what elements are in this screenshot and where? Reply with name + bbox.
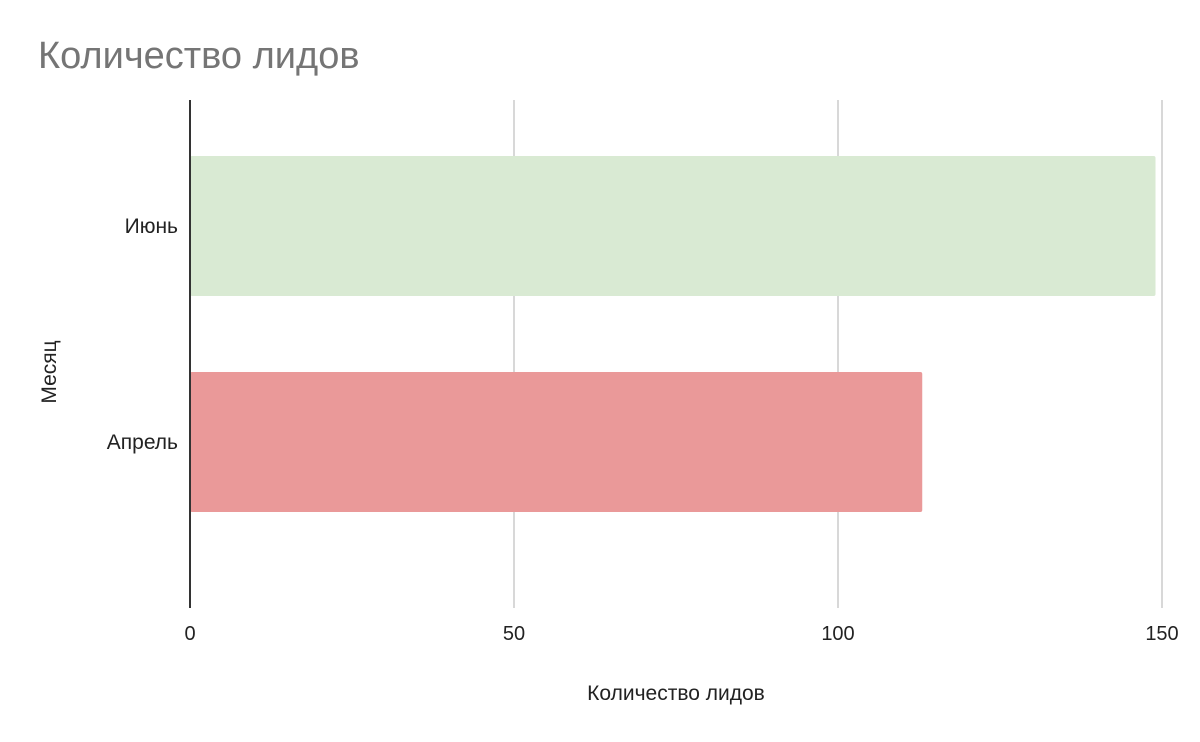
x-tick-label-0: 0 — [184, 623, 195, 645]
x-tick-label-50: 50 — [503, 623, 525, 645]
bar-2 — [190, 372, 923, 512]
category-labels: Июнь Апрель — [107, 215, 178, 454]
x-axis-title: Количество лидов — [587, 682, 765, 705]
x-tick-label-100: 100 — [821, 623, 854, 645]
category-label-2: Апрель — [107, 431, 178, 454]
x-tick-labels: 0 50 100 150 — [184, 623, 1178, 645]
chart-title: Количество лидов — [38, 35, 360, 77]
bar-1 — [190, 156, 1156, 296]
bars — [190, 156, 1156, 512]
x-tick-label-150: 150 — [1145, 623, 1178, 645]
category-label-1: Июнь — [125, 215, 178, 238]
y-axis-title: Месяц — [38, 340, 61, 403]
